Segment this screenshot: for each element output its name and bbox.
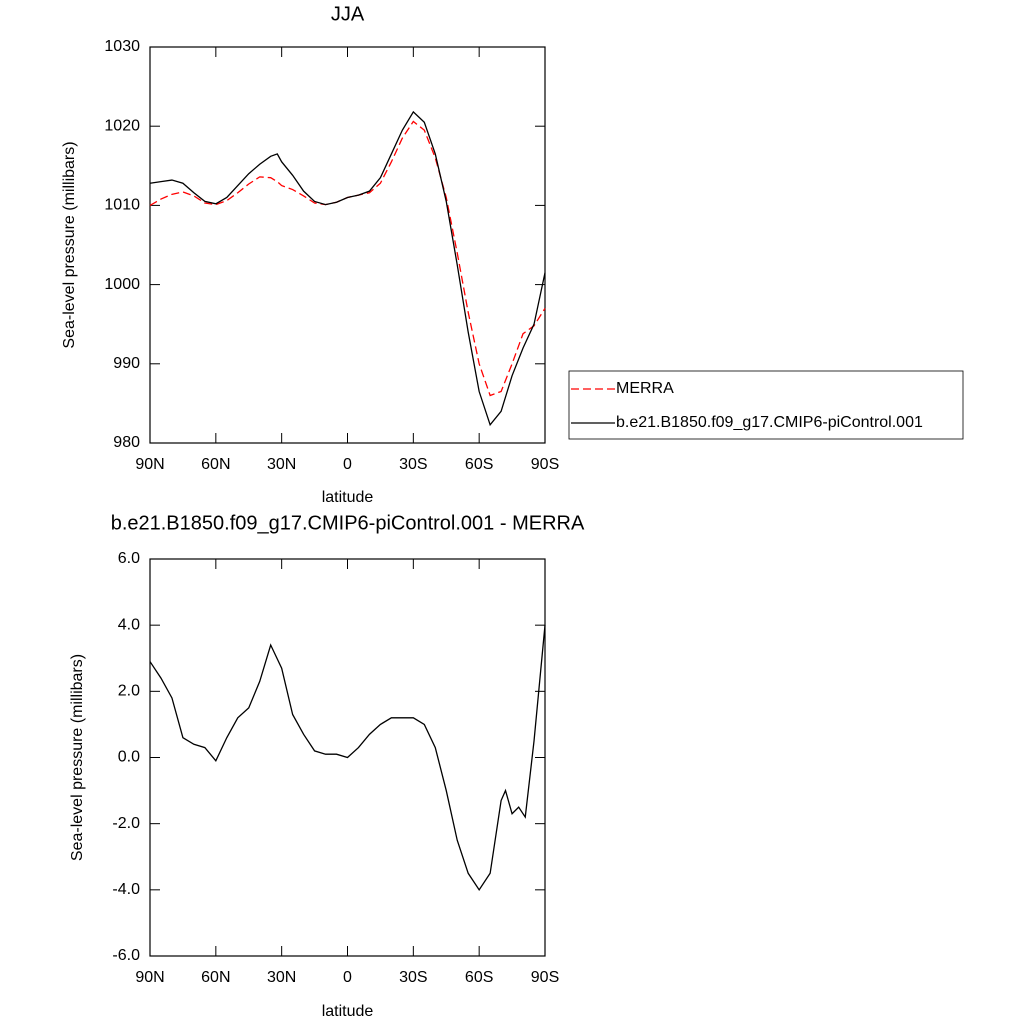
y-tick-label: 6.0 [118,550,140,567]
y-tick-label: 990 [113,355,140,372]
series-line [149,625,546,892]
series-line [149,120,546,397]
y-tick-label: 1020 [104,117,140,134]
legend-label: MERRA [616,380,674,397]
legend-box [568,370,964,440]
chart-title: JJA [331,3,365,25]
x-tick-label: 0 [343,969,352,986]
y-tick-label: 1010 [104,197,140,214]
x-tick-label: 30N [267,456,296,473]
y-tick-label: 1000 [104,276,140,293]
x-axis-label: latitude [322,489,374,506]
x-axis-label: latitude [322,1003,374,1020]
x-tick-label: 60N [201,969,230,986]
x-tick-label: 90S [531,456,559,473]
y-tick-label: 0.0 [118,749,140,766]
y-tick-label: -4.0 [112,881,140,898]
legend-label: b.e21.B1850.f09_g17.CMIP6-piControl.001 [616,414,923,431]
x-tick-label: 0 [343,456,352,473]
x-tick-label: 90N [135,456,164,473]
chart-title: b.e21.B1850.f09_g17.CMIP6-piControl.001 … [111,512,585,534]
x-tick-label: 30S [399,456,427,473]
y-axis-label: Sea-level pressure (millibars) [61,141,78,348]
x-tick-label: 60N [201,456,230,473]
y-tick-label: 2.0 [118,683,140,700]
y-tick-label: 980 [113,434,140,451]
x-tick-label: 90S [531,969,559,986]
x-tick-label: 30S [399,969,427,986]
y-tick-label: -6.0 [112,947,140,964]
plot-frame [149,46,546,444]
x-tick-label: 90N [135,969,164,986]
y-axis-label: Sea-level pressure (millibars) [69,654,86,861]
x-tick-label: 30N [267,969,296,986]
y-tick-label: 4.0 [118,616,140,633]
plot-frame [149,558,546,957]
x-tick-label: 60S [465,969,493,986]
y-tick-label: 1030 [104,38,140,55]
series-line [149,110,546,427]
x-tick-label: 60S [465,456,493,473]
y-tick-label: -2.0 [112,815,140,832]
